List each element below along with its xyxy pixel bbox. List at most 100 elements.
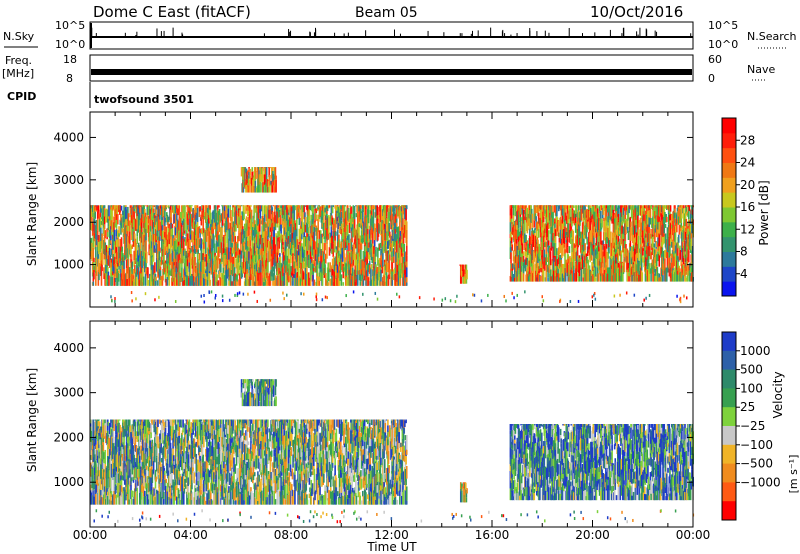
echo-cell <box>108 220 111 230</box>
echo-cell <box>131 244 134 249</box>
echo-cell <box>652 212 655 224</box>
echo-cell <box>687 250 690 263</box>
echo-cell <box>598 217 600 230</box>
echo-cell <box>390 206 393 220</box>
echo-cell <box>318 280 321 286</box>
echo-cell <box>591 205 594 215</box>
echo-cell <box>229 222 232 230</box>
echo-cell <box>399 265 401 270</box>
echo-cell <box>154 262 156 273</box>
echo-cell <box>364 251 367 256</box>
echo-cell <box>192 231 194 243</box>
echo-cell <box>141 259 144 273</box>
echo-cell <box>613 294 616 298</box>
echo-cell <box>267 275 270 286</box>
echo-cell <box>343 239 345 249</box>
echo-cell <box>346 245 348 251</box>
echo-cell <box>245 179 247 186</box>
echo-cell <box>386 205 389 212</box>
echo-cell <box>272 167 274 171</box>
echo-cell <box>263 205 266 215</box>
echo-cell <box>658 277 661 282</box>
echo-cell <box>372 229 375 234</box>
echo-cell <box>384 226 387 241</box>
echo-cell <box>676 268 679 275</box>
echo-cell <box>263 268 266 281</box>
echo-cell <box>378 223 380 234</box>
echo-cell <box>621 225 623 234</box>
echo-cell <box>607 250 610 259</box>
echo-cell <box>107 214 110 219</box>
echo-cell <box>218 246 220 258</box>
echo-cell <box>247 292 249 296</box>
echo-cell <box>248 179 251 193</box>
echo-cell <box>234 205 237 207</box>
echo-cell <box>244 167 247 173</box>
echo-cell <box>362 274 365 286</box>
echo-cell <box>224 205 227 207</box>
echo-cell <box>182 212 184 219</box>
echo-cell <box>524 290 526 294</box>
echo-cell <box>235 205 238 211</box>
echo-cell <box>345 294 347 298</box>
echo-cell <box>640 237 643 248</box>
echo-cell <box>285 248 288 262</box>
echo-cell <box>522 209 525 221</box>
echo-cell <box>323 216 325 223</box>
echo-cell <box>674 268 677 282</box>
echo-cell <box>389 269 392 275</box>
echo-cell <box>152 221 155 235</box>
echo-cell <box>657 251 659 262</box>
echo-cell <box>152 264 154 275</box>
echo-cell <box>549 269 552 282</box>
echo-cell <box>553 236 556 244</box>
echo-cell <box>527 271 530 282</box>
echo-cell <box>287 219 290 228</box>
echo-cell <box>593 235 595 245</box>
echo-cell <box>341 224 344 234</box>
echo-cell <box>532 276 535 282</box>
echo-cell <box>644 228 646 241</box>
echo-cell <box>296 228 298 237</box>
echo-cell <box>664 258 666 271</box>
echo-cell <box>540 267 542 273</box>
echo-cell <box>213 235 215 249</box>
echo-cell <box>359 281 362 286</box>
echo-cell <box>318 276 321 281</box>
echo-cell <box>313 249 316 263</box>
echo-cell <box>313 279 316 286</box>
echo-cell <box>164 271 167 279</box>
echo-cell <box>176 273 178 286</box>
echo-cell <box>333 218 335 224</box>
echo-cell <box>168 275 171 286</box>
echo-cell <box>204 240 207 254</box>
echo-cell <box>361 217 364 224</box>
echo-cell <box>312 260 314 264</box>
echo-cell <box>249 236 252 247</box>
echo-cell <box>165 226 167 240</box>
echo-cell <box>178 205 181 218</box>
echo-cell <box>512 250 515 262</box>
echo-cell <box>176 205 178 209</box>
echo-cell <box>123 243 126 250</box>
echo-cell <box>209 212 212 224</box>
echo-cell <box>268 209 270 219</box>
echo-cell <box>681 214 683 219</box>
echo-cell <box>289 242 292 249</box>
echo-cell <box>563 244 566 248</box>
echo-cell <box>590 252 593 261</box>
echo-cell <box>398 295 401 299</box>
echo-cell <box>405 239 408 246</box>
echo-cell <box>168 248 171 257</box>
echo-cell <box>289 226 291 240</box>
echo-cell <box>652 268 655 282</box>
echo-cell <box>319 268 322 273</box>
echo-cell <box>512 273 515 282</box>
echo-cell <box>99 209 102 220</box>
echo-cell <box>369 205 372 210</box>
echo-cell <box>302 272 305 280</box>
echo-cell <box>600 205 602 211</box>
echo-cell <box>255 234 258 245</box>
echo-cell <box>237 248 240 256</box>
echo-cell <box>189 275 192 281</box>
